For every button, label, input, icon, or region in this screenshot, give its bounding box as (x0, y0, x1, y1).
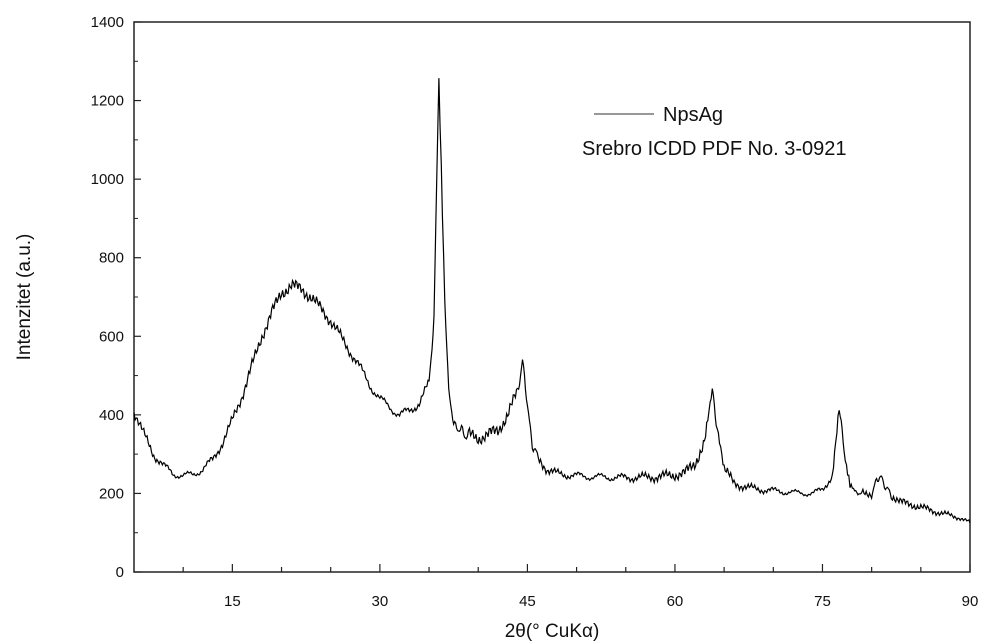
y-tick-label: 1200 (91, 93, 124, 110)
x-tick-label: 75 (814, 593, 831, 610)
y-axis: 0 200 400 600 800 1000 1200 1400 (91, 14, 141, 581)
y-tick-label: 0 (116, 564, 124, 581)
x-tick-label: 60 (667, 593, 684, 610)
y-tick-label: 800 (99, 250, 124, 267)
legend-item-srebro: Srebro ICDD PDF No. 3-0921 (582, 138, 847, 160)
x-axis: 15 30 45 60 75 90 (182, 564, 979, 610)
y-tick-label: 1000 (91, 171, 124, 188)
y-tick-label: 400 (99, 407, 124, 424)
y-tick-label: 1400 (91, 14, 124, 31)
x-tick-label: 90 (962, 593, 979, 610)
x-axis-title: 2θ(° CuKα) (505, 621, 600, 642)
y-tick-label: 600 (99, 328, 124, 345)
x-tick-label: 45 (519, 593, 536, 610)
legend-item-npsag: NpsAg (663, 104, 723, 126)
plot-frame (133, 21, 971, 573)
x-tick-label: 15 (224, 593, 241, 610)
y-tick-label: 200 (99, 485, 124, 502)
series-line-npsag (133, 78, 971, 524)
y-axis-title: Intenzitet (a.u.) (14, 234, 35, 361)
x-tick-label: 30 (372, 593, 389, 610)
